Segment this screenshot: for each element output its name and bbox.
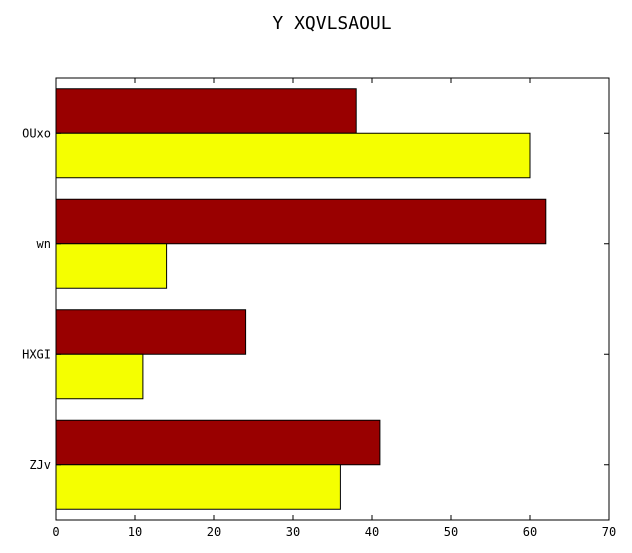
y-tick-label: ZJv [29, 458, 51, 472]
chart-title: Y XQVLSAOUL [272, 13, 391, 34]
bar-wn-series-1 [55, 198, 547, 245]
y-tick-label: HXGI [22, 347, 51, 361]
x-tick-label: 50 [444, 525, 458, 539]
bar-OUxo-series-1 [55, 88, 357, 134]
x-tick-label: 70 [602, 525, 616, 539]
x-tick-label: 20 [207, 525, 221, 539]
x-tick-label: 10 [128, 525, 142, 539]
bars-layer [55, 88, 547, 510]
bar-OUxo-series-2 [55, 132, 531, 179]
x-tick-label: 30 [286, 525, 300, 539]
y-tick-label: wn [37, 237, 51, 251]
ticks-layer: OUxo wn HXGI ZJv 0 10 20 30 40 50 60 70 [22, 78, 616, 539]
bar-HXGI-series-1 [55, 309, 247, 355]
bar-ZJv-series-2 [55, 464, 341, 510]
x-tick-label: 40 [365, 525, 379, 539]
y-tick-label: OUxo [22, 126, 51, 140]
bar-wn-series-2 [55, 243, 168, 289]
bar-ZJv-series-1 [55, 419, 381, 466]
x-tick-label: 60 [523, 525, 537, 539]
plot-frame [55, 77, 610, 521]
bar-HXGI-series-2 [55, 353, 144, 400]
x-tick-label: 0 [52, 525, 59, 539]
